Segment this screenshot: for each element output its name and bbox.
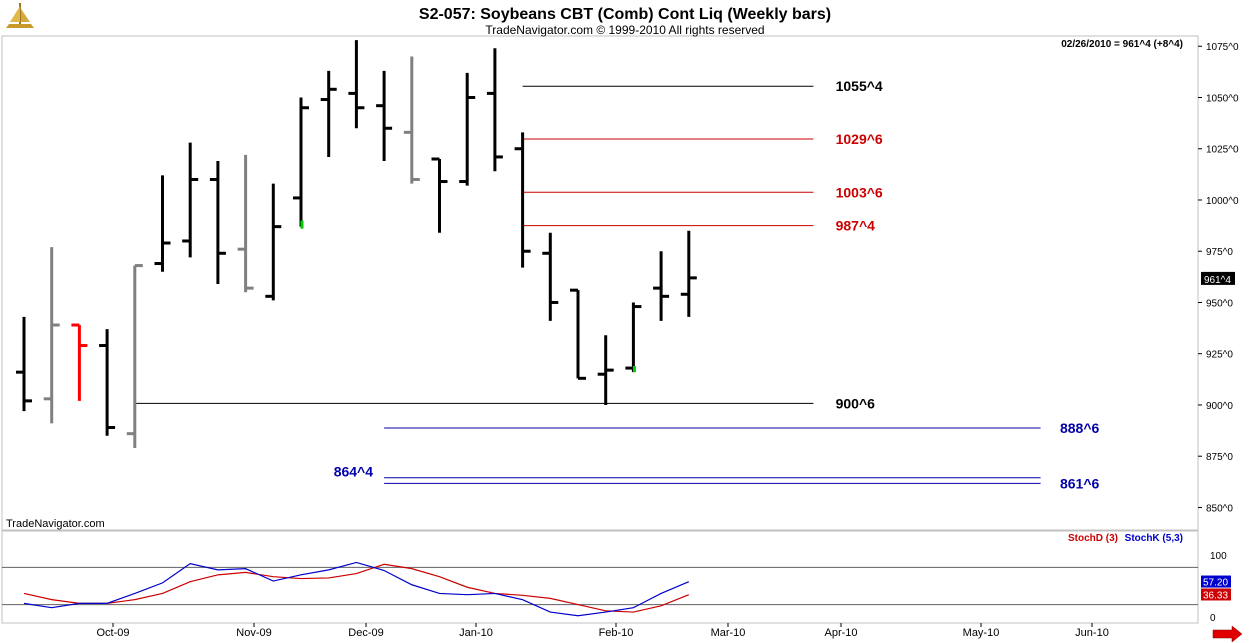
ohlc-bar <box>265 183 282 301</box>
x-tick-label: Mar-10 <box>711 627 746 639</box>
osc-tick-label: 100 <box>1210 551 1227 562</box>
osc-legend-entry: StochD (3) <box>1068 533 1118 544</box>
ohlc-bar <box>403 56 420 184</box>
y-tick-label: 1050^0 <box>1206 93 1239 104</box>
y-tick-label: 900^0 <box>1206 401 1233 412</box>
price-panel <box>1 35 1199 531</box>
ohlc-bar <box>459 72 476 186</box>
ohlc-bar <box>126 264 143 449</box>
y-tick-label: 950^0 <box>1206 298 1233 309</box>
y-tick-label: 975^0 <box>1206 247 1233 258</box>
x-tick-label: Jan-10 <box>459 627 493 639</box>
ohlc-bar <box>680 230 697 317</box>
ohlc-bar <box>293 97 309 227</box>
level-label: 861^6 <box>1060 475 1100 491</box>
y-tick-label: 875^0 <box>1206 452 1233 463</box>
ohlc-bar <box>597 335 614 405</box>
watermark: TradeNavigator.com <box>6 518 105 530</box>
ohlc-bar <box>570 288 586 380</box>
osc-readout-box <box>1201 575 1231 588</box>
stoch-series-line <box>23 561 690 617</box>
x-tick-label: Apr-10 <box>824 627 857 639</box>
y-tick-label: 925^0 <box>1206 350 1233 361</box>
level-label: 987^4 <box>836 218 876 234</box>
ohlc-bar <box>625 302 642 373</box>
chart-title: S2-057: Soybeans CBT (Comb) Cont Liq (We… <box>419 6 831 23</box>
last-bar-info: 02/26/2010 = 961^4 (+8^4) <box>1061 39 1183 50</box>
last-price-box <box>1201 271 1235 285</box>
tradenavigator-logo-icon <box>6 3 34 28</box>
y-tick-label: 850^0 <box>1206 503 1233 514</box>
x-tick-label: Jun-10 <box>1075 627 1109 639</box>
ohlc-bar <box>237 154 254 293</box>
osc-readout-label: 57.20 <box>1203 578 1228 589</box>
y-tick-label: 1000^0 <box>1206 196 1239 207</box>
ohlc-bar <box>542 232 559 321</box>
level-label: 864^4 <box>334 464 374 480</box>
y-tick-label: 1025^0 <box>1206 145 1239 156</box>
ohlc-bar <box>431 157 448 233</box>
ohlc-bar <box>348 40 365 129</box>
y-tick-label: 1075^0 <box>1206 42 1239 53</box>
scroll-right-arrow-icon[interactable] <box>1212 625 1243 643</box>
level-label: 1029^6 <box>836 131 883 147</box>
x-tick-label: May-10 <box>963 627 1000 639</box>
level-label: 1055^4 <box>836 78 883 94</box>
x-tick-label: Nov-09 <box>236 627 271 639</box>
chart-subtitle: TradeNavigator.com © 1999-2010 All right… <box>485 23 764 37</box>
ohlc-bar <box>653 251 670 321</box>
ohlc-bar <box>99 329 116 436</box>
osc-tick-label: 0 <box>1210 613 1216 624</box>
ohlc-bar <box>16 316 32 412</box>
osc-readout-label: 36.33 <box>1203 590 1228 601</box>
ohlc-bar <box>154 175 171 272</box>
ohlc-bar <box>71 323 88 401</box>
ohlc-bar <box>182 142 199 258</box>
osc-readout-box <box>1201 588 1231 601</box>
stoch-series-line <box>23 563 690 613</box>
ohlc-bar <box>320 70 337 157</box>
ohlc-bar <box>376 70 393 162</box>
last-price-label: 961^4 <box>1204 275 1231 286</box>
x-tick-label: Oct-09 <box>96 627 129 639</box>
osc-legend-entry: StochK (5,3) <box>1125 533 1183 544</box>
level-label: 1003^6 <box>836 184 883 200</box>
x-tick-label: Feb-10 <box>599 627 634 639</box>
x-tick-label: Dec-09 <box>348 627 383 639</box>
ohlc-bar <box>209 161 226 285</box>
ohlc-bar <box>486 48 503 172</box>
oscillator-panel <box>1 530 1199 624</box>
ohlc-bar <box>514 132 531 268</box>
ohlc-bar <box>43 247 60 424</box>
level-label: 888^6 <box>1060 420 1100 436</box>
level-label: 900^6 <box>836 395 876 411</box>
